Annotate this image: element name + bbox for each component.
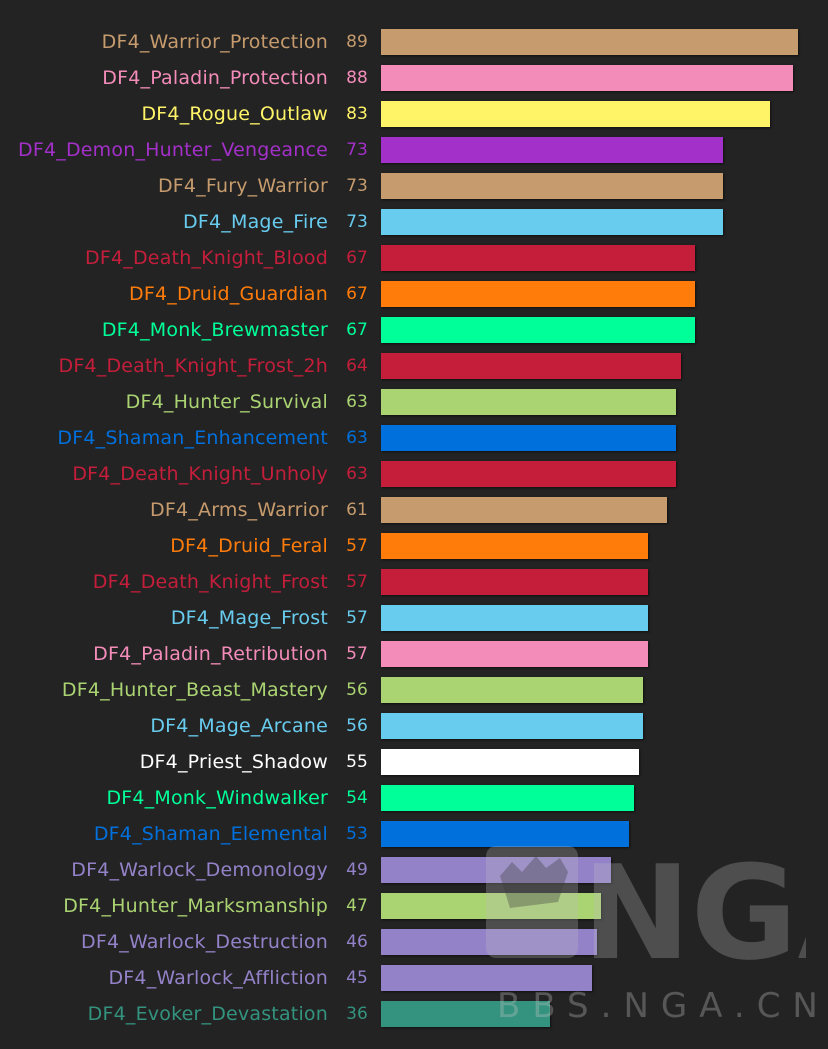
category-label: DF4_Death_Knight_Frost_2h [58,355,328,377]
bar [381,137,723,163]
bar [381,317,695,343]
category-label: DF4_Evoker_Devastation [87,1003,328,1025]
bar [381,821,629,847]
category-label: DF4_Mage_Frost [170,607,328,629]
value-label: 46 [346,932,368,952]
category-label: DF4_Warlock_Demonology [71,859,328,881]
bar [381,785,634,811]
value-label: 56 [346,716,368,736]
value-label: 61 [346,500,368,520]
bar [381,389,676,415]
bar [381,857,611,883]
category-label: DF4_Death_Knight_Unholy [72,463,328,485]
value-label: 64 [346,356,368,376]
value-label: 73 [346,140,368,160]
category-label: DF4_Death_Knight_Blood [85,247,328,269]
bar [381,497,667,523]
watermark-site-text: BBS.NGA.CN [497,986,828,1026]
bar [381,677,643,703]
category-label: DF4_Paladin_Protection [102,67,328,89]
value-label: 67 [346,248,368,268]
bar [381,713,643,739]
value-label: 63 [346,428,368,448]
value-label: 89 [346,32,368,52]
category-label: DF4_Priest_Shadow [139,751,328,773]
value-label: 83 [346,104,368,124]
bar [381,569,648,595]
value-label: 45 [346,968,368,988]
category-label: DF4_Warlock_Destruction [81,931,328,953]
category-label: DF4_Paladin_Retribution [93,643,328,665]
category-label: DF4_Hunter_Survival [125,391,328,413]
category-label: DF4_Monk_Windwalker [106,787,328,809]
bar [381,461,676,487]
bar [381,29,798,55]
value-label: 57 [346,536,368,556]
bar [381,173,723,199]
bar [381,749,639,775]
category-label: DF4_Death_Knight_Frost [92,571,328,593]
bar [381,641,648,667]
category-label: DF4_Hunter_Beast_Mastery [61,679,328,701]
bar [381,425,676,451]
bar [381,101,770,127]
value-label: 57 [346,608,368,628]
value-label: 88 [346,68,368,88]
category-label: DF4_Fury_Warrior [157,175,328,197]
bar [381,245,695,271]
category-label: DF4_Monk_Brewmaster [101,319,328,341]
value-label: 55 [346,752,368,772]
category-label: DF4_Druid_Feral [170,535,328,557]
bar [381,65,793,91]
bar [381,605,648,631]
value-label: 67 [346,284,368,304]
bar [381,929,597,955]
bar [381,893,601,919]
value-label: 47 [346,896,368,916]
bar [381,533,648,559]
value-label: 63 [346,464,368,484]
category-label: DF4_Rogue_Outlaw [141,103,328,125]
value-label: 73 [346,212,368,232]
category-label: DF4_Warrior_Protection [101,31,328,53]
category-label: DF4_Demon_Hunter_Vengeance [18,139,328,161]
category-label: DF4_Shaman_Enhancement [57,427,328,449]
category-label: DF4_Shaman_Elemental [93,823,328,845]
value-label: 53 [346,824,368,844]
value-label: 56 [346,680,368,700]
bar [381,1001,550,1027]
value-label: 67 [346,320,368,340]
category-label: DF4_Arms_Warrior [150,499,328,521]
value-label: 57 [346,644,368,664]
value-label: 57 [346,572,368,592]
value-label: 36 [346,1004,368,1024]
category-label: DF4_Hunter_Marksmanship [63,895,328,917]
bar [381,353,681,379]
value-label: 54 [346,788,368,808]
value-label: 49 [346,860,368,880]
category-label: DF4_Mage_Fire [183,211,328,233]
value-label: 63 [346,392,368,412]
category-label: DF4_Mage_Arcane [150,715,328,737]
value-label: 73 [346,176,368,196]
bar [381,965,592,991]
category-label: DF4_Warlock_Affliction [108,967,328,989]
bar [381,281,695,307]
bar [381,209,723,235]
category-label: DF4_Druid_Guardian [129,283,328,305]
